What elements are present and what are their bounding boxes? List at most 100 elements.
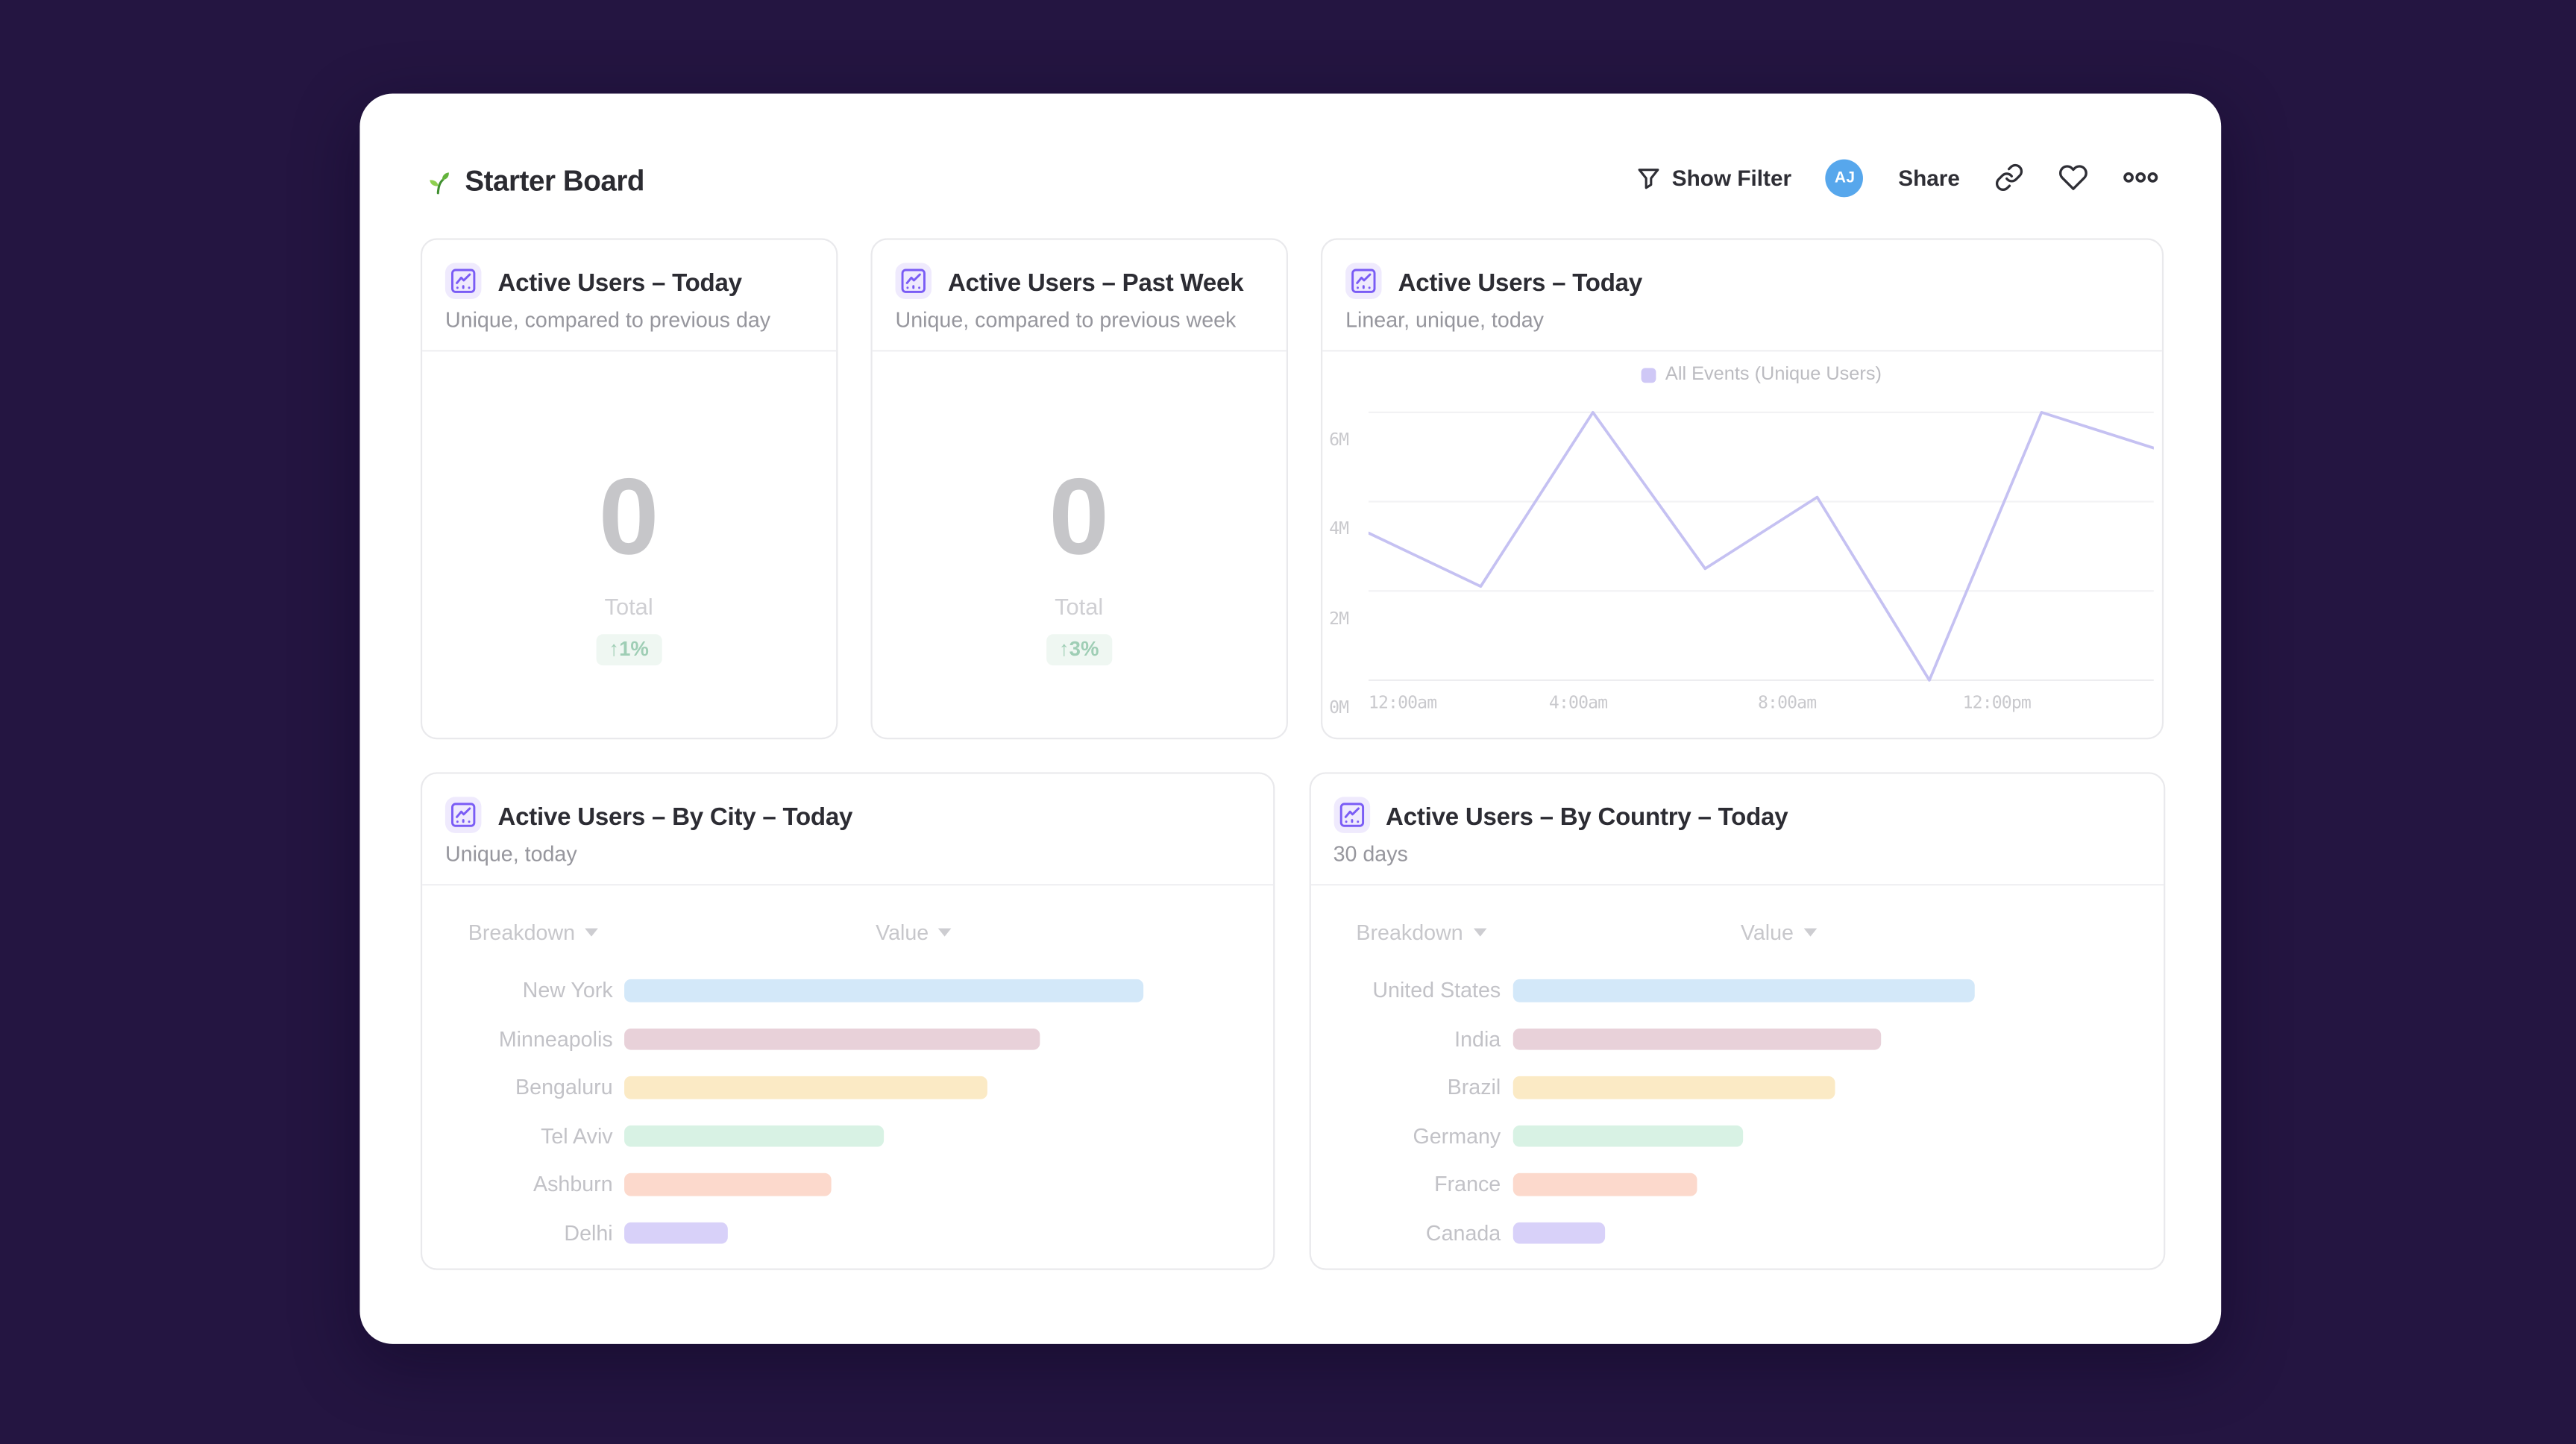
card-subtitle: Linear, unique, today <box>1345 307 1545 332</box>
row-label: Germany <box>1413 1123 1501 1149</box>
card-active-users-today[interactable]: Active Users – Today Unique, compared to… <box>420 238 838 740</box>
legend-swatch <box>1640 367 1656 383</box>
row-label: India <box>1454 1026 1501 1052</box>
y-axis-tick: 6M <box>1329 430 1349 451</box>
value-column-label: Value <box>876 920 929 945</box>
table-header: Breakdown Value <box>422 920 1272 947</box>
value-column-header[interactable]: Value <box>876 920 952 945</box>
table-row: Minneapolis <box>422 1014 1272 1063</box>
row-label: Brazil <box>1447 1075 1501 1100</box>
value-bar <box>1512 1221 1605 1244</box>
chart-icon <box>444 263 482 299</box>
card-header: Active Users – By Country – Today 30 day… <box>1310 774 2163 886</box>
chart-icon <box>1345 263 1382 299</box>
user-avatar[interactable]: AJ <box>1826 158 1865 197</box>
card-title: Active Users – Past Week <box>948 269 1244 298</box>
card-title: Active Users – By Country – Today <box>1386 803 1788 832</box>
table-row: Ashburn <box>422 1160 1272 1208</box>
chart-icon <box>895 263 932 299</box>
row-label: Minneapolis <box>498 1026 613 1052</box>
row-label: Bengaluru <box>515 1075 613 1100</box>
table-header: Breakdown Value <box>1310 920 2163 947</box>
y-axis-tick: 0M <box>1329 698 1349 718</box>
value-bar <box>624 1027 1040 1050</box>
value-bar <box>1512 1124 1744 1147</box>
card-active-users-past-week[interactable]: Active Users – Past Week Unique, compare… <box>870 238 1287 740</box>
table-row: Delhi <box>422 1208 1272 1257</box>
table-rows: United States India Brazil Germany <box>1310 966 2163 1257</box>
trend-line <box>1368 411 2154 682</box>
copy-link-icon <box>1994 163 2024 192</box>
table-row: France <box>1310 1160 2163 1208</box>
breakdown-table-body: Breakdown Value New York Minneapolis <box>422 888 1272 1269</box>
value-bar <box>1512 1027 1882 1050</box>
row-label: Ashburn <box>533 1172 613 1197</box>
filter-icon <box>1636 165 1660 189</box>
table-rows: New York Minneapolis Bengaluru Tel Aviv <box>422 966 1272 1257</box>
card-title: Active Users – By City – Today <box>497 803 853 832</box>
table-row: Tel Aviv <box>422 1111 1272 1160</box>
share-button[interactable]: Share <box>1898 165 1960 189</box>
value-bar <box>1512 1076 1835 1099</box>
board-header: Starter Board <box>424 164 644 198</box>
copy-link-button[interactable] <box>1994 163 2024 192</box>
card-body: 0 Total ↑1% <box>422 354 835 738</box>
table-row: India <box>1310 1014 2163 1063</box>
sprout-icon <box>424 168 451 195</box>
breakdown-column-label: Breakdown <box>1356 920 1463 945</box>
total-value: 0 <box>598 455 659 577</box>
chart-legend: All Events (Unique Users) <box>1369 365 2154 384</box>
chart-icon <box>444 797 482 833</box>
board-title: Starter Board <box>465 164 645 198</box>
card-subtitle: Unique, compared to previous day <box>444 307 771 332</box>
table-row: Canada <box>1310 1208 2163 1257</box>
value-bar <box>624 1076 988 1099</box>
x-axis-tick: 12:00pm <box>1962 693 2032 714</box>
x-axis-tick: 8:00am <box>1757 693 1817 714</box>
card-header: Active Users – Past Week Unique, compare… <box>872 240 1286 352</box>
table-row: New York <box>422 966 1272 1014</box>
value-column-label: Value <box>1740 920 1794 945</box>
card-active-users-by-country[interactable]: Active Users – By Country – Today 30 day… <box>1308 772 2165 1270</box>
show-filter-button[interactable]: Show Filter <box>1636 165 1791 189</box>
card-title: Active Users – Today <box>497 269 742 298</box>
delta-badge: ↑3% <box>1046 634 1113 666</box>
favorite-button[interactable] <box>2058 163 2088 192</box>
share-label: Share <box>1898 165 1960 190</box>
breakdown-column-header[interactable]: Breakdown <box>1356 920 1486 945</box>
card-header: Active Users – Today Unique, compared to… <box>422 240 836 352</box>
table-row: Bengaluru <box>422 1063 1272 1111</box>
y-axis-tick: 4M <box>1329 519 1349 539</box>
value-column-header[interactable]: Value <box>1741 920 1817 945</box>
x-axis-tick: 4:00am <box>1548 693 1608 714</box>
breakdown-column-label: Breakdown <box>468 920 576 945</box>
breakdown-table-body: Breakdown Value United States India <box>1310 888 2163 1269</box>
chart-icon <box>1333 797 1370 833</box>
total-label: Total <box>604 593 653 620</box>
table-row: Germany <box>1310 1111 2163 1160</box>
line-chart-body: All Events (Unique Users) 6M 4M 2M 0M <box>1322 354 2162 738</box>
show-filter-label: Show Filter <box>1671 165 1792 190</box>
row-label: Canada <box>1425 1220 1501 1246</box>
total-label: Total <box>1055 593 1104 620</box>
card-active-users-today-linear[interactable]: Active Users – Today Linear, unique, tod… <box>1321 238 2164 740</box>
sort-arrow-icon <box>585 928 598 937</box>
heart-icon <box>2058 163 2088 192</box>
card-title: Active Users – Today <box>1398 269 1643 298</box>
y-axis-tick: 2M <box>1329 609 1349 630</box>
row-label: New York <box>522 978 613 1003</box>
card-body: 0 Total ↑3% <box>873 354 1286 738</box>
card-header: Active Users – Today Linear, unique, tod… <box>1322 240 2162 352</box>
value-bar <box>1512 979 1974 1002</box>
card-subtitle: 30 days <box>1333 841 1408 866</box>
card-header: Active Users – By City – Today Unique, t… <box>422 774 1273 886</box>
dashboard-board: Starter Board Show Filter AJ Share <box>359 93 2222 1344</box>
value-bar <box>624 1173 832 1196</box>
breakdown-column-header[interactable]: Breakdown <box>468 920 598 945</box>
card-subtitle: Unique, compared to previous week <box>895 307 1237 332</box>
more-options-button[interactable] <box>2123 169 2158 186</box>
row-label: Delhi <box>564 1220 613 1246</box>
value-bar <box>624 979 1144 1002</box>
card-active-users-by-city[interactable]: Active Users – By City – Today Unique, t… <box>420 772 1275 1270</box>
